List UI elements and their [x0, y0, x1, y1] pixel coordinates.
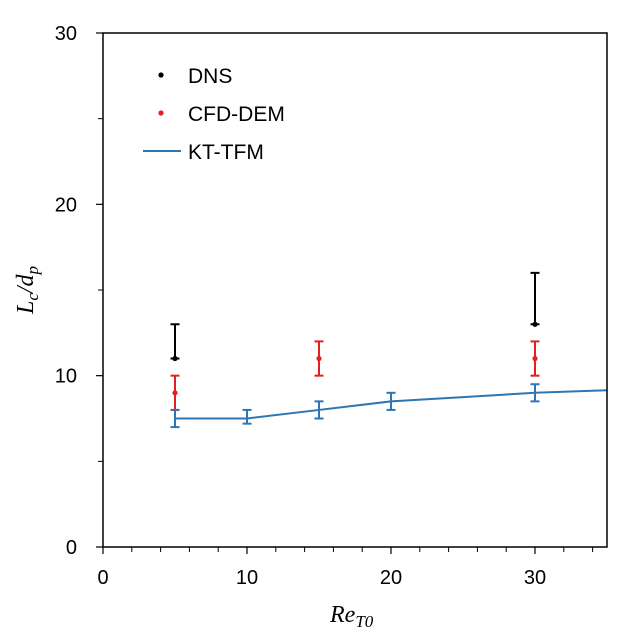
- x-tick-label: 0: [97, 567, 108, 589]
- dns-point: [532, 321, 538, 327]
- legend-cfd-dem-marker: [158, 110, 164, 116]
- legend-cfd-dem-label: CFD-DEM: [188, 103, 285, 126]
- x-axis-title-sub: T0: [355, 612, 373, 631]
- plot-frame: [102, 32, 608, 548]
- y-axis-title-sub1: c: [23, 293, 42, 301]
- y-tick-label: 30: [55, 23, 77, 45]
- y-axis-title: Lc/dp: [13, 266, 42, 315]
- y-tick-label: 0: [66, 537, 77, 559]
- cfd-dem-point: [532, 355, 538, 362]
- x-tick-label: 30: [524, 567, 546, 589]
- x-tick-label: 20: [380, 567, 402, 589]
- x-axis-title-main: Re: [329, 602, 356, 628]
- y-tick-label: 20: [55, 194, 77, 216]
- x-tick-label: 10: [236, 567, 258, 589]
- legend-dns-label: DNS: [188, 65, 232, 88]
- y-axis-title-sub2: p: [23, 266, 42, 276]
- cfd-dem-point: [172, 390, 178, 396]
- legend-dns-marker: [158, 72, 164, 78]
- legend: DNS CFD-DEM KT-TFM: [143, 65, 285, 164]
- y-axis-title-main: L: [13, 301, 39, 315]
- plot-layer: 0 10 20 30 0 10 20 30: [55, 23, 608, 589]
- x-axis-title: ReT0: [329, 602, 374, 631]
- cfd-dem-point: [316, 355, 322, 362]
- svg-text:Lc/dp: Lc/dp: [13, 266, 42, 315]
- y-tick-label: 10: [55, 366, 77, 388]
- y-axis-title-mid: /d: [13, 273, 39, 295]
- svg-text:ReT0: ReT0: [329, 602, 374, 631]
- legend-kt-tfm-label: KT-TFM: [188, 141, 264, 164]
- dns-point: [172, 355, 178, 362]
